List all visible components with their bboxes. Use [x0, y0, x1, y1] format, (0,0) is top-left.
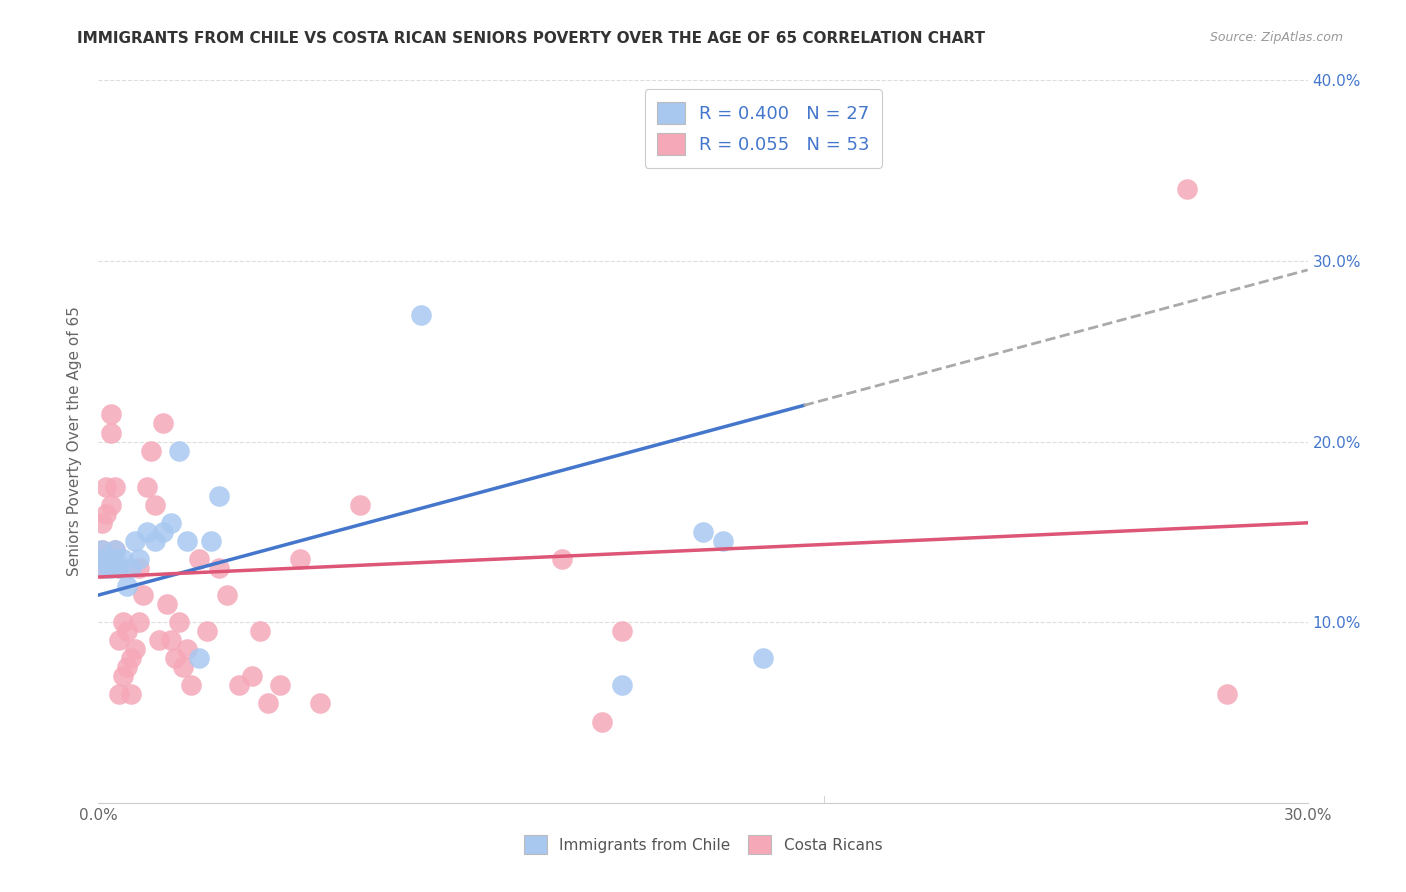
- Point: [167, 443, 190, 458]
- Point: [217, 588, 239, 602]
- Point: [100, 498, 122, 512]
- Point: [188, 552, 211, 566]
- Point: [288, 552, 311, 566]
- Point: [100, 408, 122, 422]
- Point: [156, 597, 179, 611]
- Point: [240, 669, 263, 683]
- Point: [195, 624, 218, 639]
- Point: [115, 660, 138, 674]
- Point: [96, 561, 118, 575]
- Point: [91, 561, 114, 575]
- Point: [111, 552, 134, 566]
- Point: [256, 697, 278, 711]
- Point: [228, 678, 250, 692]
- Text: Source: ZipAtlas.com: Source: ZipAtlas.com: [1209, 31, 1343, 45]
- Point: [349, 498, 371, 512]
- Point: [120, 561, 142, 575]
- Point: [208, 561, 231, 575]
- Point: [139, 443, 162, 458]
- Point: [107, 633, 129, 648]
- Point: [128, 561, 150, 575]
- Point: [128, 552, 150, 566]
- Point: [143, 498, 166, 512]
- Point: [91, 516, 114, 530]
- Point: [96, 552, 118, 566]
- Point: [132, 588, 155, 602]
- Point: [100, 425, 122, 440]
- Point: [176, 533, 198, 548]
- Point: [128, 615, 150, 630]
- Point: [124, 642, 146, 657]
- Point: [103, 552, 125, 566]
- Point: [115, 579, 138, 593]
- Point: [148, 633, 170, 648]
- Point: [160, 633, 183, 648]
- Point: [107, 687, 129, 701]
- Point: [1216, 687, 1239, 701]
- Point: [96, 480, 118, 494]
- Point: [100, 552, 122, 566]
- Point: [711, 533, 734, 548]
- Point: [752, 651, 775, 665]
- Point: [167, 615, 190, 630]
- Point: [107, 561, 129, 575]
- Point: [120, 687, 142, 701]
- Point: [163, 651, 186, 665]
- Point: [409, 308, 432, 322]
- Point: [180, 678, 202, 692]
- Point: [107, 561, 129, 575]
- Point: [188, 651, 211, 665]
- Point: [120, 651, 142, 665]
- Point: [612, 678, 634, 692]
- Point: [176, 642, 198, 657]
- Point: [124, 533, 146, 548]
- Point: [692, 524, 714, 539]
- Point: [103, 542, 125, 557]
- Point: [111, 615, 134, 630]
- Point: [91, 542, 114, 557]
- Point: [115, 624, 138, 639]
- Point: [200, 533, 222, 548]
- Point: [91, 552, 114, 566]
- Point: [111, 669, 134, 683]
- Point: [103, 542, 125, 557]
- Point: [249, 624, 271, 639]
- Point: [172, 660, 194, 674]
- Point: [551, 552, 574, 566]
- Point: [1175, 182, 1198, 196]
- Point: [612, 624, 634, 639]
- Legend: Immigrants from Chile, Costa Ricans: Immigrants from Chile, Costa Ricans: [517, 830, 889, 860]
- Point: [309, 697, 332, 711]
- Point: [269, 678, 291, 692]
- Point: [96, 507, 118, 521]
- Point: [143, 533, 166, 548]
- Point: [103, 480, 125, 494]
- Point: [100, 561, 122, 575]
- Point: [591, 714, 613, 729]
- Text: IMMIGRANTS FROM CHILE VS COSTA RICAN SENIORS POVERTY OVER THE AGE OF 65 CORRELAT: IMMIGRANTS FROM CHILE VS COSTA RICAN SEN…: [77, 31, 986, 46]
- Point: [135, 480, 157, 494]
- Point: [135, 524, 157, 539]
- Point: [152, 417, 174, 431]
- Point: [160, 516, 183, 530]
- Y-axis label: Seniors Poverty Over the Age of 65: Seniors Poverty Over the Age of 65: [67, 307, 83, 576]
- Point: [208, 489, 231, 503]
- Point: [152, 524, 174, 539]
- Point: [91, 542, 114, 557]
